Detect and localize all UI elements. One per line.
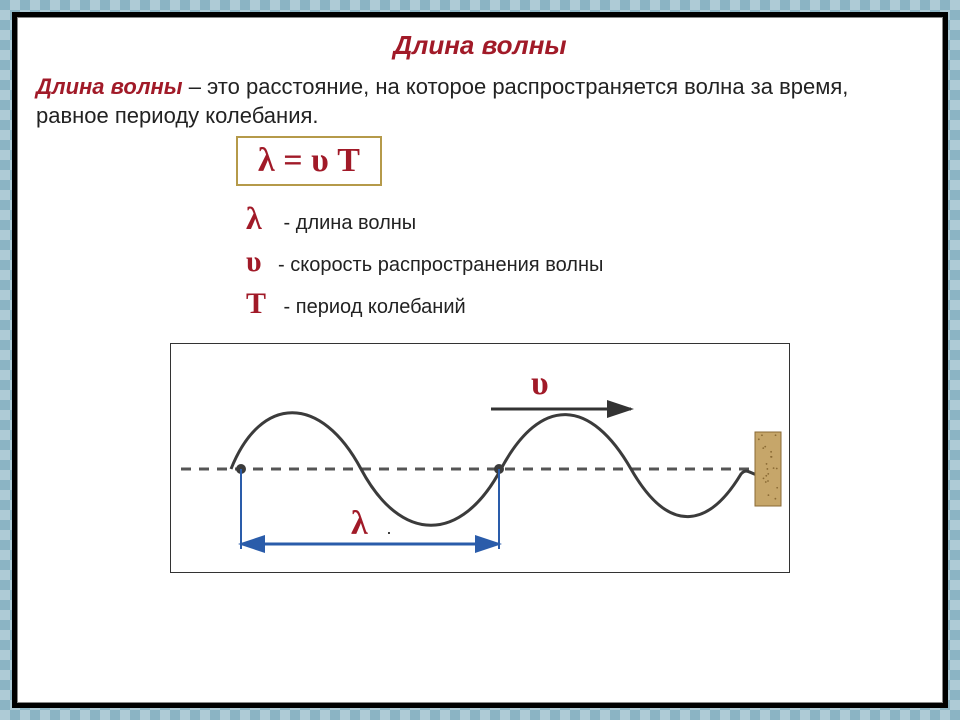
page-title: Длина волны xyxy=(36,30,924,61)
upsilon-desc: - скорость распространения волны xyxy=(278,254,603,276)
lambda-sublabel: · xyxy=(386,522,392,542)
legend: λ - длина волны υ- скорость распростране… xyxy=(246,200,924,321)
wave-diagram: υ λ · xyxy=(170,343,790,573)
wave-svg: υ λ · xyxy=(171,344,791,574)
legend-row-lambda: λ - длина волны xyxy=(246,200,924,237)
upsilon-symbol: υ xyxy=(246,245,278,279)
black-frame: Длина волны Длина волны – это расстояние… xyxy=(12,12,948,708)
formula-box: λ = υ T xyxy=(236,136,382,186)
definition-term: Длина волны xyxy=(36,74,183,99)
lambda-symbol: λ xyxy=(246,200,278,237)
definition-text: Длина волны – это расстояние, на которое… xyxy=(36,73,924,130)
period-desc: - период колебаний xyxy=(278,296,466,318)
legend-row-upsilon: υ- скорость распространения волны xyxy=(246,245,924,279)
slide-content: Длина волны Длина волны – это расстояние… xyxy=(17,17,943,703)
lambda-label: λ xyxy=(351,505,368,542)
legend-row-period: T - период колебаний xyxy=(246,287,924,321)
period-symbol: T xyxy=(246,287,278,321)
lambda-desc: - длина волны xyxy=(278,212,416,234)
decorative-border: Длина волны Длина волны – это расстояние… xyxy=(0,0,960,720)
velocity-label: υ xyxy=(531,365,549,402)
